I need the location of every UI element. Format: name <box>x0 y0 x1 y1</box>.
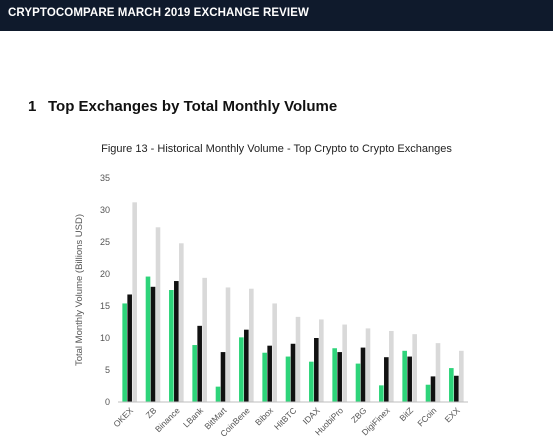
bar-exx-series-2 <box>454 375 459 402</box>
bar-huobipro-series-3 <box>342 324 347 402</box>
x-category-label: Binance <box>153 405 182 434</box>
bar-hitbtc-series-2 <box>290 343 296 402</box>
bar-zbg-series-2 <box>360 347 366 402</box>
bar-fcoin-series-1 <box>425 384 431 402</box>
bar-binance-series-2 <box>174 281 179 402</box>
x-category-label: ZB <box>144 405 159 420</box>
bar-huobipro-series-1 <box>332 348 337 402</box>
bar-zb-series-2 <box>150 286 156 402</box>
bar-bitmart-series-1 <box>215 386 221 402</box>
y-axis-title: Total Monthly Volume (Billions USD) <box>74 214 85 366</box>
bar-digifinex-series-3 <box>389 330 394 402</box>
bar-bitz-series-1 <box>402 350 407 402</box>
bar-hitbtc-series-1 <box>285 356 291 402</box>
y-tick-label: 10 <box>100 333 110 343</box>
report-title: CRYPTOCOMPARE MARCH 2019 EXCHANGE REVIEW <box>8 7 309 19</box>
y-tick-label: 35 <box>100 173 110 183</box>
y-tick-label: 15 <box>100 301 110 311</box>
bar-zbg-series-1 <box>355 363 361 402</box>
x-category-label: ZBG <box>349 405 368 424</box>
bar-bibox-series-1 <box>262 352 267 402</box>
x-category-label: BitZ <box>397 405 415 423</box>
bar-bitmart-series-2 <box>220 352 226 402</box>
y-tick-label: 0 <box>105 397 110 407</box>
x-category-label: FCoin <box>415 405 438 428</box>
bar-lbank-series-1 <box>192 345 197 402</box>
bar-coinbene-series-1 <box>239 337 244 402</box>
y-tick-label: 25 <box>100 237 110 247</box>
bar-huobipro-series-2 <box>337 352 342 402</box>
bar-bitz-series-3 <box>412 334 417 402</box>
bar-zb-series-1 <box>145 276 151 402</box>
bar-zbg-series-3 <box>365 328 371 402</box>
bar-binance-series-3 <box>179 243 184 402</box>
x-category-label: LBank <box>181 405 206 430</box>
bar-okex-series-1 <box>122 303 127 402</box>
bar-okex-series-2 <box>127 294 132 402</box>
bar-digifinex-series-1 <box>379 385 384 402</box>
bar-digifinex-series-2 <box>384 357 389 402</box>
bar-bitmart-series-3 <box>225 287 231 402</box>
x-category-label: HitBTC <box>272 405 298 431</box>
bar-exx-series-1 <box>449 368 454 402</box>
x-category-label: EXX <box>443 405 462 424</box>
bar-exx-series-3 <box>459 350 464 402</box>
section-heading: 1 Top Exchanges by Total Monthly Volume <box>28 98 337 115</box>
bar-fcoin-series-2 <box>430 376 436 402</box>
section-number: 1 <box>28 98 37 115</box>
bar-idax-series-3 <box>319 319 324 402</box>
bar-coinbene-series-3 <box>249 288 254 402</box>
bar-fcoin-series-3 <box>435 343 441 402</box>
y-tick-label: 5 <box>105 365 110 375</box>
figure-title: Figure 13 - Historical Monthly Volume - … <box>101 143 452 155</box>
bar-zb-series-3 <box>155 227 161 402</box>
y-tick-label: 20 <box>100 269 110 279</box>
bar-lbank-series-3 <box>202 277 207 402</box>
bar-idax-series-1 <box>309 361 314 402</box>
bar-lbank-series-2 <box>197 325 202 402</box>
bar-bibox-series-2 <box>267 345 272 402</box>
bar-coinbene-series-2 <box>244 329 249 402</box>
bar-binance-series-1 <box>169 290 174 402</box>
bar-bitz-series-2 <box>407 356 412 402</box>
bar-hitbtc-series-3 <box>295 316 301 402</box>
bar-idax-series-2 <box>314 338 319 402</box>
bar-bibox-series-3 <box>272 303 277 402</box>
x-category-label: OKEX <box>111 405 135 429</box>
y-tick-label: 30 <box>100 205 110 215</box>
section-title: Top Exchanges by Total Monthly Volume <box>48 98 338 115</box>
bar-okex-series-3 <box>132 202 137 402</box>
report-header: CRYPTOCOMPARE MARCH 2019 EXCHANGE REVIEW <box>0 0 553 31</box>
